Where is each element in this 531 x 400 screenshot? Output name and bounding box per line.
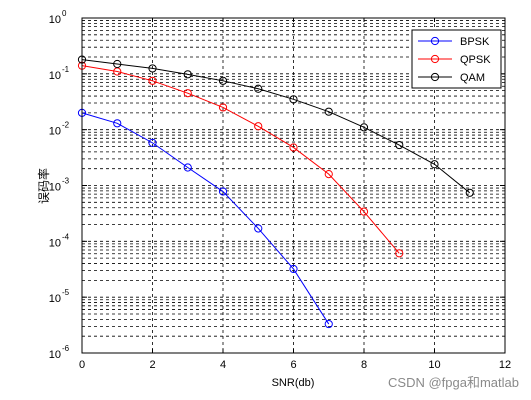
series-line-qam: [81, 59, 471, 194]
legend: BPSK QPSK QAM: [411, 29, 502, 89]
x-tick-label: 10: [428, 359, 440, 371]
y-axis-label: 误码率: [36, 168, 51, 204]
data-point-bpsk: [324, 319, 333, 329]
data-point-qam: [254, 84, 263, 93]
y-tick-exponent: -3: [62, 177, 70, 186]
x-tick-label: 4: [220, 359, 226, 371]
y-tick-exponent: -4: [62, 232, 70, 241]
data-point-qpsk: [395, 249, 404, 258]
y-tick-label: 10: [49, 126, 61, 138]
legend-label-qpsk: QPSK: [460, 54, 491, 66]
data-point-qpsk: [359, 207, 369, 216]
legend-label-bpsk: BPSK: [460, 36, 490, 48]
data-point-qam: [289, 95, 298, 104]
y-tick-exponent: -1: [62, 65, 70, 74]
x-tick-label: 8: [361, 359, 367, 371]
data-point-qpsk: [289, 143, 298, 152]
series-layer: [77, 55, 474, 329]
data-point-qam: [359, 123, 369, 132]
legend-label-qam: QAM: [460, 72, 485, 84]
y-tick-label: 10: [49, 14, 61, 26]
y-tick-label: 10: [49, 293, 61, 305]
watermark-text: CSDN @fpga和matlab: [388, 375, 519, 390]
data-point-qpsk: [218, 103, 228, 112]
y-tick-label: 10: [49, 70, 61, 82]
data-point-bpsk: [183, 163, 192, 172]
data-point-qam: [465, 188, 474, 197]
x-tick-label: 6: [290, 359, 296, 371]
y-tick-label: 10: [49, 237, 61, 249]
data-point-qpsk: [148, 76, 157, 85]
data-point-qpsk: [254, 122, 263, 131]
y-tick-label: 10: [49, 182, 61, 194]
data-point-qpsk: [183, 89, 192, 98]
data-point-qam: [183, 70, 192, 79]
series-line-bpsk: [81, 112, 330, 325]
data-point-qam: [395, 140, 404, 150]
plot-frame: [81, 17, 506, 354]
y-tick-label: 10: [49, 349, 61, 361]
x-tick-label: 2: [149, 359, 155, 371]
legend-marker-bpsk: [430, 36, 440, 46]
y-tick-exponent: -5: [62, 288, 70, 297]
data-point-qam: [113, 59, 122, 69]
y-tick-exponent: -6: [62, 344, 70, 353]
series-line-qpsk: [81, 65, 400, 254]
data-point-qam: [218, 76, 228, 85]
data-point-qam: [324, 107, 333, 116]
data-point-bpsk: [289, 264, 298, 274]
data-point-bpsk: [218, 187, 228, 196]
x-axis-label: SNR(db): [272, 377, 315, 389]
legend-marker-qpsk: [430, 54, 440, 64]
data-point-bpsk: [148, 138, 157, 147]
data-point-qam: [430, 160, 439, 169]
legend-marker-qam: [430, 72, 440, 82]
x-tick-label: 0: [79, 359, 85, 371]
data-point-qpsk: [324, 170, 333, 179]
y-tick-exponent: -2: [62, 121, 70, 130]
y-tick-exponent: 0: [62, 9, 67, 18]
data-point-bpsk: [254, 224, 263, 233]
data-point-qam: [148, 64, 157, 73]
x-tick-label: 12: [499, 359, 511, 371]
data-point-bpsk: [113, 119, 122, 128]
